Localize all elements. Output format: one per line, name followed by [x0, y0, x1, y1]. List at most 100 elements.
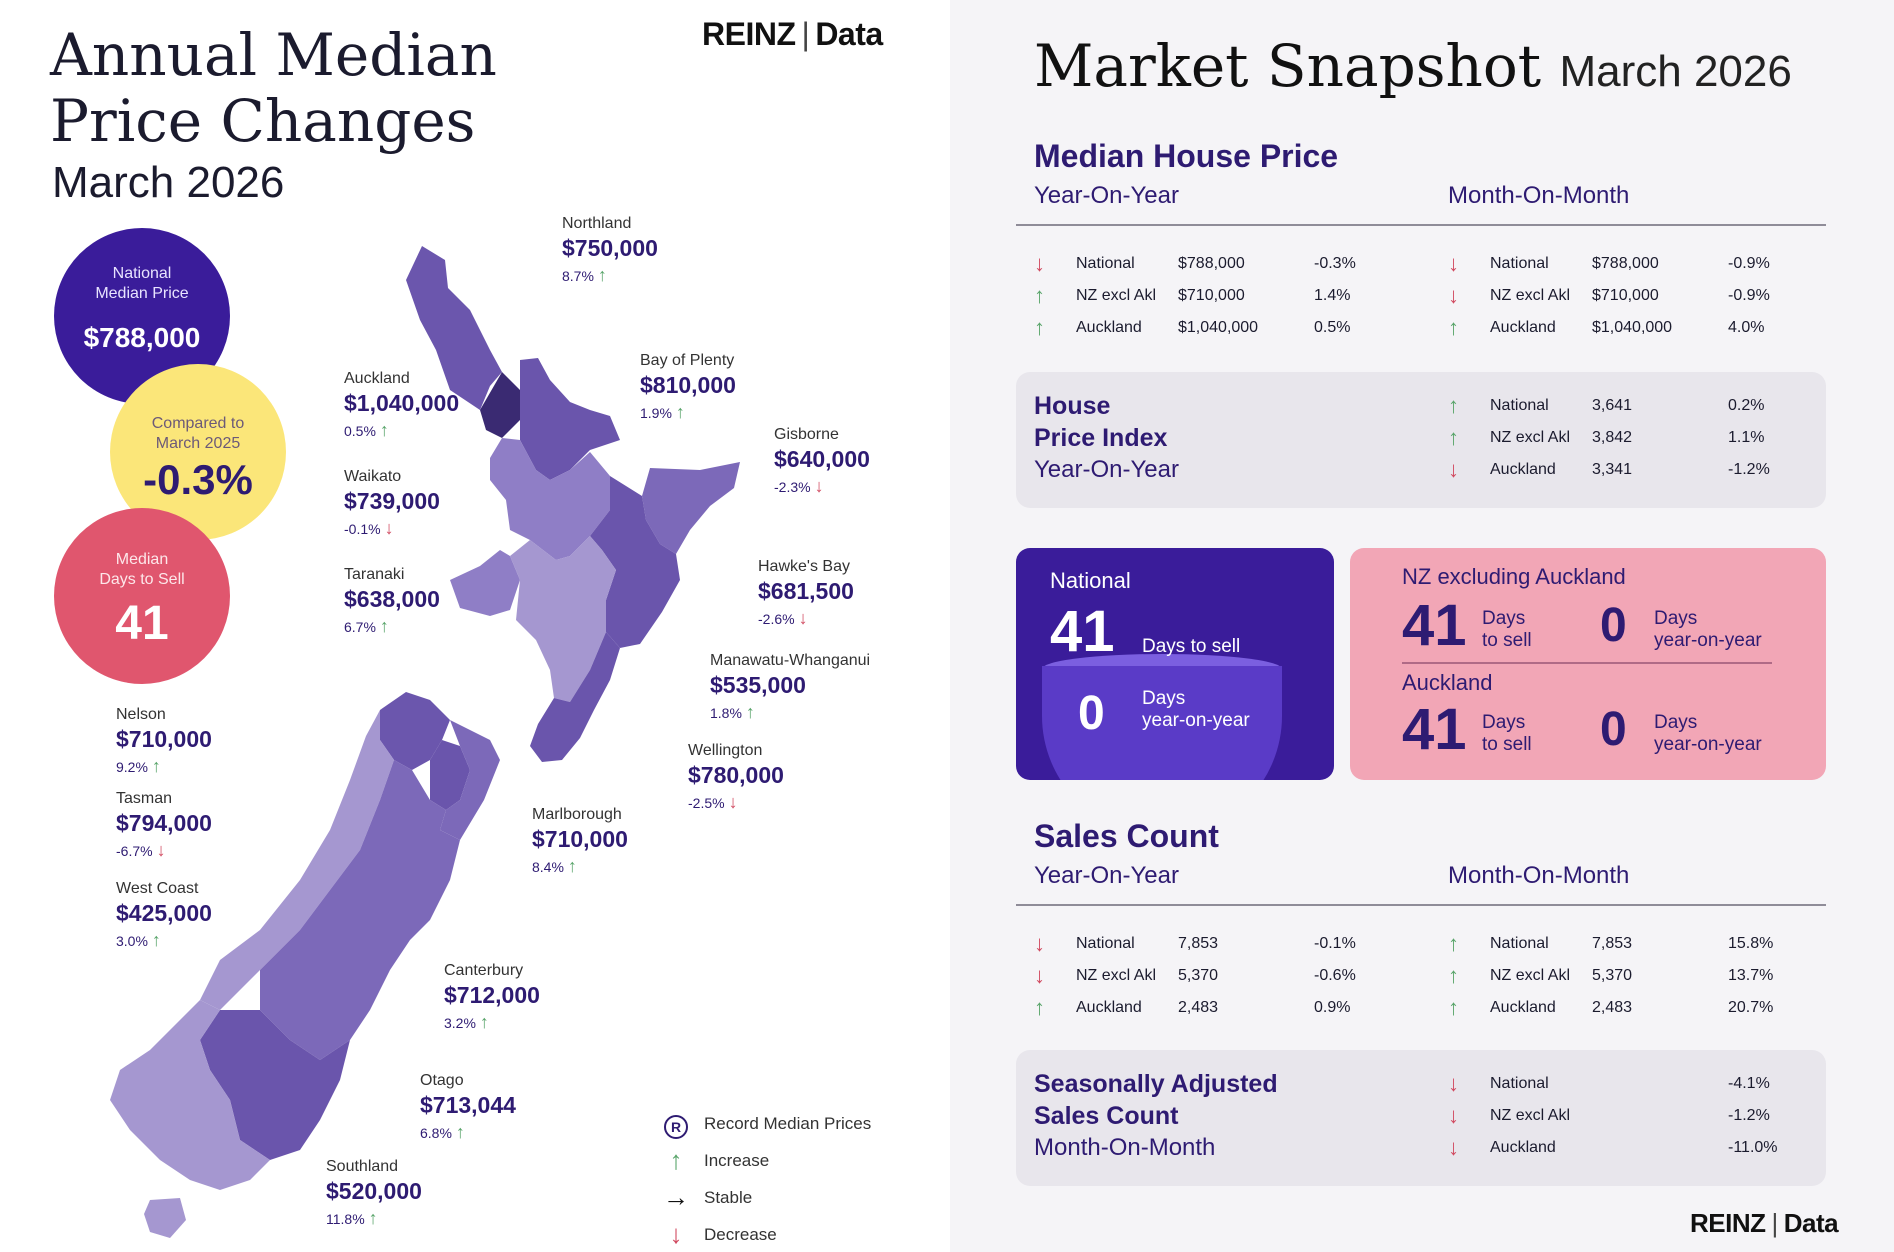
region-nelson	[430, 740, 470, 810]
region-name: Wellington	[688, 742, 763, 759]
annual-median-panel: Annual Median Price Changes March 2026 R…	[50, 16, 884, 1252]
region-price: $535,000	[710, 672, 806, 698]
region-label-auckland: Auckland $1,040,000 0.5% ↑	[344, 370, 459, 441]
region-price: $710,000	[116, 726, 212, 752]
arrow-up-icon: ↑	[1448, 963, 1459, 988]
arrow-down-icon: ↓	[1448, 283, 1459, 308]
region-change: -0.1% ↓	[344, 518, 394, 538]
region-price: $750,000	[562, 235, 658, 261]
region-name: Nelson	[116, 706, 166, 723]
region-change: 6.8% ↑	[420, 1122, 465, 1142]
compared-circle: Compared to March 2025 -0.3%	[110, 364, 286, 540]
market-snapshot-panel: Market Snapshot March 2026 Median House …	[950, 0, 1894, 1252]
region-label-gisborne: Gisborne $640,000 -2.3% ↓	[774, 426, 870, 497]
table-row: ↑ National 7,853 15.8%	[1448, 931, 1774, 956]
table-row: ↓ NZ excl Akl 5,370 -0.6%	[1034, 963, 1356, 988]
seasonal-table: ↓ National -4.1% ↓ NZ excl Akl -1.2% ↓ Auckland…	[1448, 1068, 1808, 1164]
region-name: Tasman	[116, 790, 173, 807]
region-name: Auckland	[344, 370, 410, 387]
arrow-down-icon: ↓	[1448, 1103, 1459, 1128]
region-price: $1,040,000	[344, 390, 460, 416]
arrow-down-icon: ↓	[814, 476, 824, 496]
region-waikato	[490, 438, 610, 560]
north-island	[406, 246, 740, 762]
region-price: $713,044	[420, 1092, 516, 1118]
arrow-up-icon: ↑	[479, 1012, 489, 1032]
arrow-down-icon: ↓	[1034, 931, 1045, 956]
region-hawkes-bay	[590, 476, 680, 648]
table-row: ↓ National 7,853 -0.1%	[1034, 931, 1356, 956]
region-name: Taranaki	[344, 566, 405, 583]
arrow-down-icon: ↓	[1448, 1135, 1459, 1160]
legend-item-record: R Record Median Prices	[662, 1105, 871, 1142]
arrow-down-icon: ↓	[1034, 963, 1045, 988]
region-label-hawke-s-bay: Hawke's Bay $681,500 -2.6% ↓	[758, 558, 854, 629]
table-row: ↓ Auckland -11.0%	[1448, 1135, 1778, 1160]
divider	[1016, 224, 1826, 226]
arrow-down-icon: ↓	[1448, 251, 1459, 276]
arrow-up-icon: ↑	[597, 265, 607, 285]
page-title: Annual Median Price Changes	[50, 21, 497, 155]
table-row: ↓ NZ excl Akl $710,000 -0.9%	[1448, 283, 1770, 308]
region-label-tasman: Tasman $794,000 -6.7% ↓	[116, 790, 212, 861]
region-otago	[200, 1010, 350, 1160]
region-auckland	[480, 372, 520, 438]
region-label-otago: Otago $713,044 6.8% ↑	[420, 1072, 516, 1143]
region-change: -6.7% ↓	[116, 840, 166, 860]
legend-item-increase: ↑ Increase	[662, 1142, 871, 1179]
region-label-bay-of-plenty: Bay of Plenty $810,000 1.9% ↑	[640, 352, 736, 423]
arrow-down-icon: ↓	[669, 1219, 683, 1249]
south-island	[110, 692, 500, 1238]
region-price: $710,000	[532, 826, 628, 852]
region-label-taranaki: Taranaki $638,000 6.7% ↑	[344, 566, 440, 637]
region-price: $520,000	[326, 1178, 422, 1204]
arrow-down-icon: ↓	[1448, 457, 1459, 482]
table-row: ↓ National -4.1%	[1448, 1071, 1770, 1096]
region-change: 9.2% ↑	[116, 756, 161, 776]
arrow-up-icon: ↑	[1034, 995, 1045, 1020]
region-change: 8.7% ↑	[562, 265, 607, 285]
region-change: 11.8% ↑	[326, 1208, 378, 1228]
arrow-up-icon: ↑	[1448, 931, 1459, 956]
days-national-card: National 41 Days to sell 0 Days year-on-y…	[1016, 548, 1334, 780]
table-row: ↑ Auckland $1,040,000 4.0%	[1448, 315, 1765, 340]
arrow-down-icon: ↓	[384, 518, 394, 538]
region-price: $712,000	[444, 982, 540, 1008]
region-name: Canterbury	[444, 962, 524, 979]
region-bay-of-plenty	[520, 358, 620, 480]
region-label-manawatu-whanganui: Manawatu-Whanganui $535,000 1.8% ↑	[710, 652, 870, 723]
days-regional-card: NZ excluding Auckland 41 Days to sell 0 D…	[1350, 548, 1826, 780]
median-price-yoy-table: ↓ National $788,000 -0.3% ↑ NZ excl Akl $710,0…	[1034, 248, 1394, 344]
legend: R Record Median Prices ↑ Increase → Stab…	[662, 1105, 871, 1252]
region-label-canterbury: Canterbury $712,000 3.2% ↑	[444, 962, 540, 1033]
table-row: ↑ Auckland 2,483 0.9%	[1034, 995, 1351, 1020]
region-tasman	[380, 692, 450, 770]
legend-item-decrease: ↓ Decrease	[662, 1216, 871, 1252]
arrow-down-icon: ↓	[798, 608, 808, 628]
region-label-marlborough: Marlborough $710,000 8.4% ↑	[532, 806, 628, 877]
region-label-waikato: Waikato $739,000 -0.1% ↓	[344, 468, 440, 539]
arrow-up-icon: ↑	[745, 702, 755, 722]
median-price-heading: Median House Price	[1034, 138, 1339, 174]
region-change: -2.5% ↓	[688, 792, 738, 812]
region-change: 3.0% ↑	[116, 930, 161, 950]
region-taranaki	[450, 550, 520, 616]
region-southland	[110, 1000, 270, 1190]
seasonal-card: Seasonally Adjusted Sales Count Month-On-…	[1016, 1050, 1826, 1186]
region-label-southland: Southland $520,000 11.8% ↑	[326, 1158, 422, 1229]
table-row: ↑ National 3,641 0.2%	[1448, 393, 1765, 418]
stewart-island	[144, 1198, 186, 1238]
region-price: $739,000	[344, 488, 440, 514]
record-icon: R	[662, 1108, 690, 1139]
days-to-sell-circle: Median Days to Sell 41	[54, 508, 230, 684]
median-price-mom-table: ↓ National $788,000 -0.9% ↓ NZ excl Akl $710,0…	[1448, 248, 1808, 344]
region-price: $638,000	[344, 586, 440, 612]
arrow-up-icon: ↑	[379, 420, 389, 440]
region-change: 1.9% ↑	[640, 402, 685, 422]
arrow-up-icon: ↑	[368, 1208, 378, 1228]
region-name: West Coast	[116, 880, 199, 897]
region-canterbury	[260, 760, 460, 1060]
reinz-logo: REINZ | Data	[702, 16, 883, 52]
region-name: Otago	[420, 1072, 464, 1089]
region-label-nelson: Nelson $710,000 9.2% ↑	[116, 706, 212, 777]
